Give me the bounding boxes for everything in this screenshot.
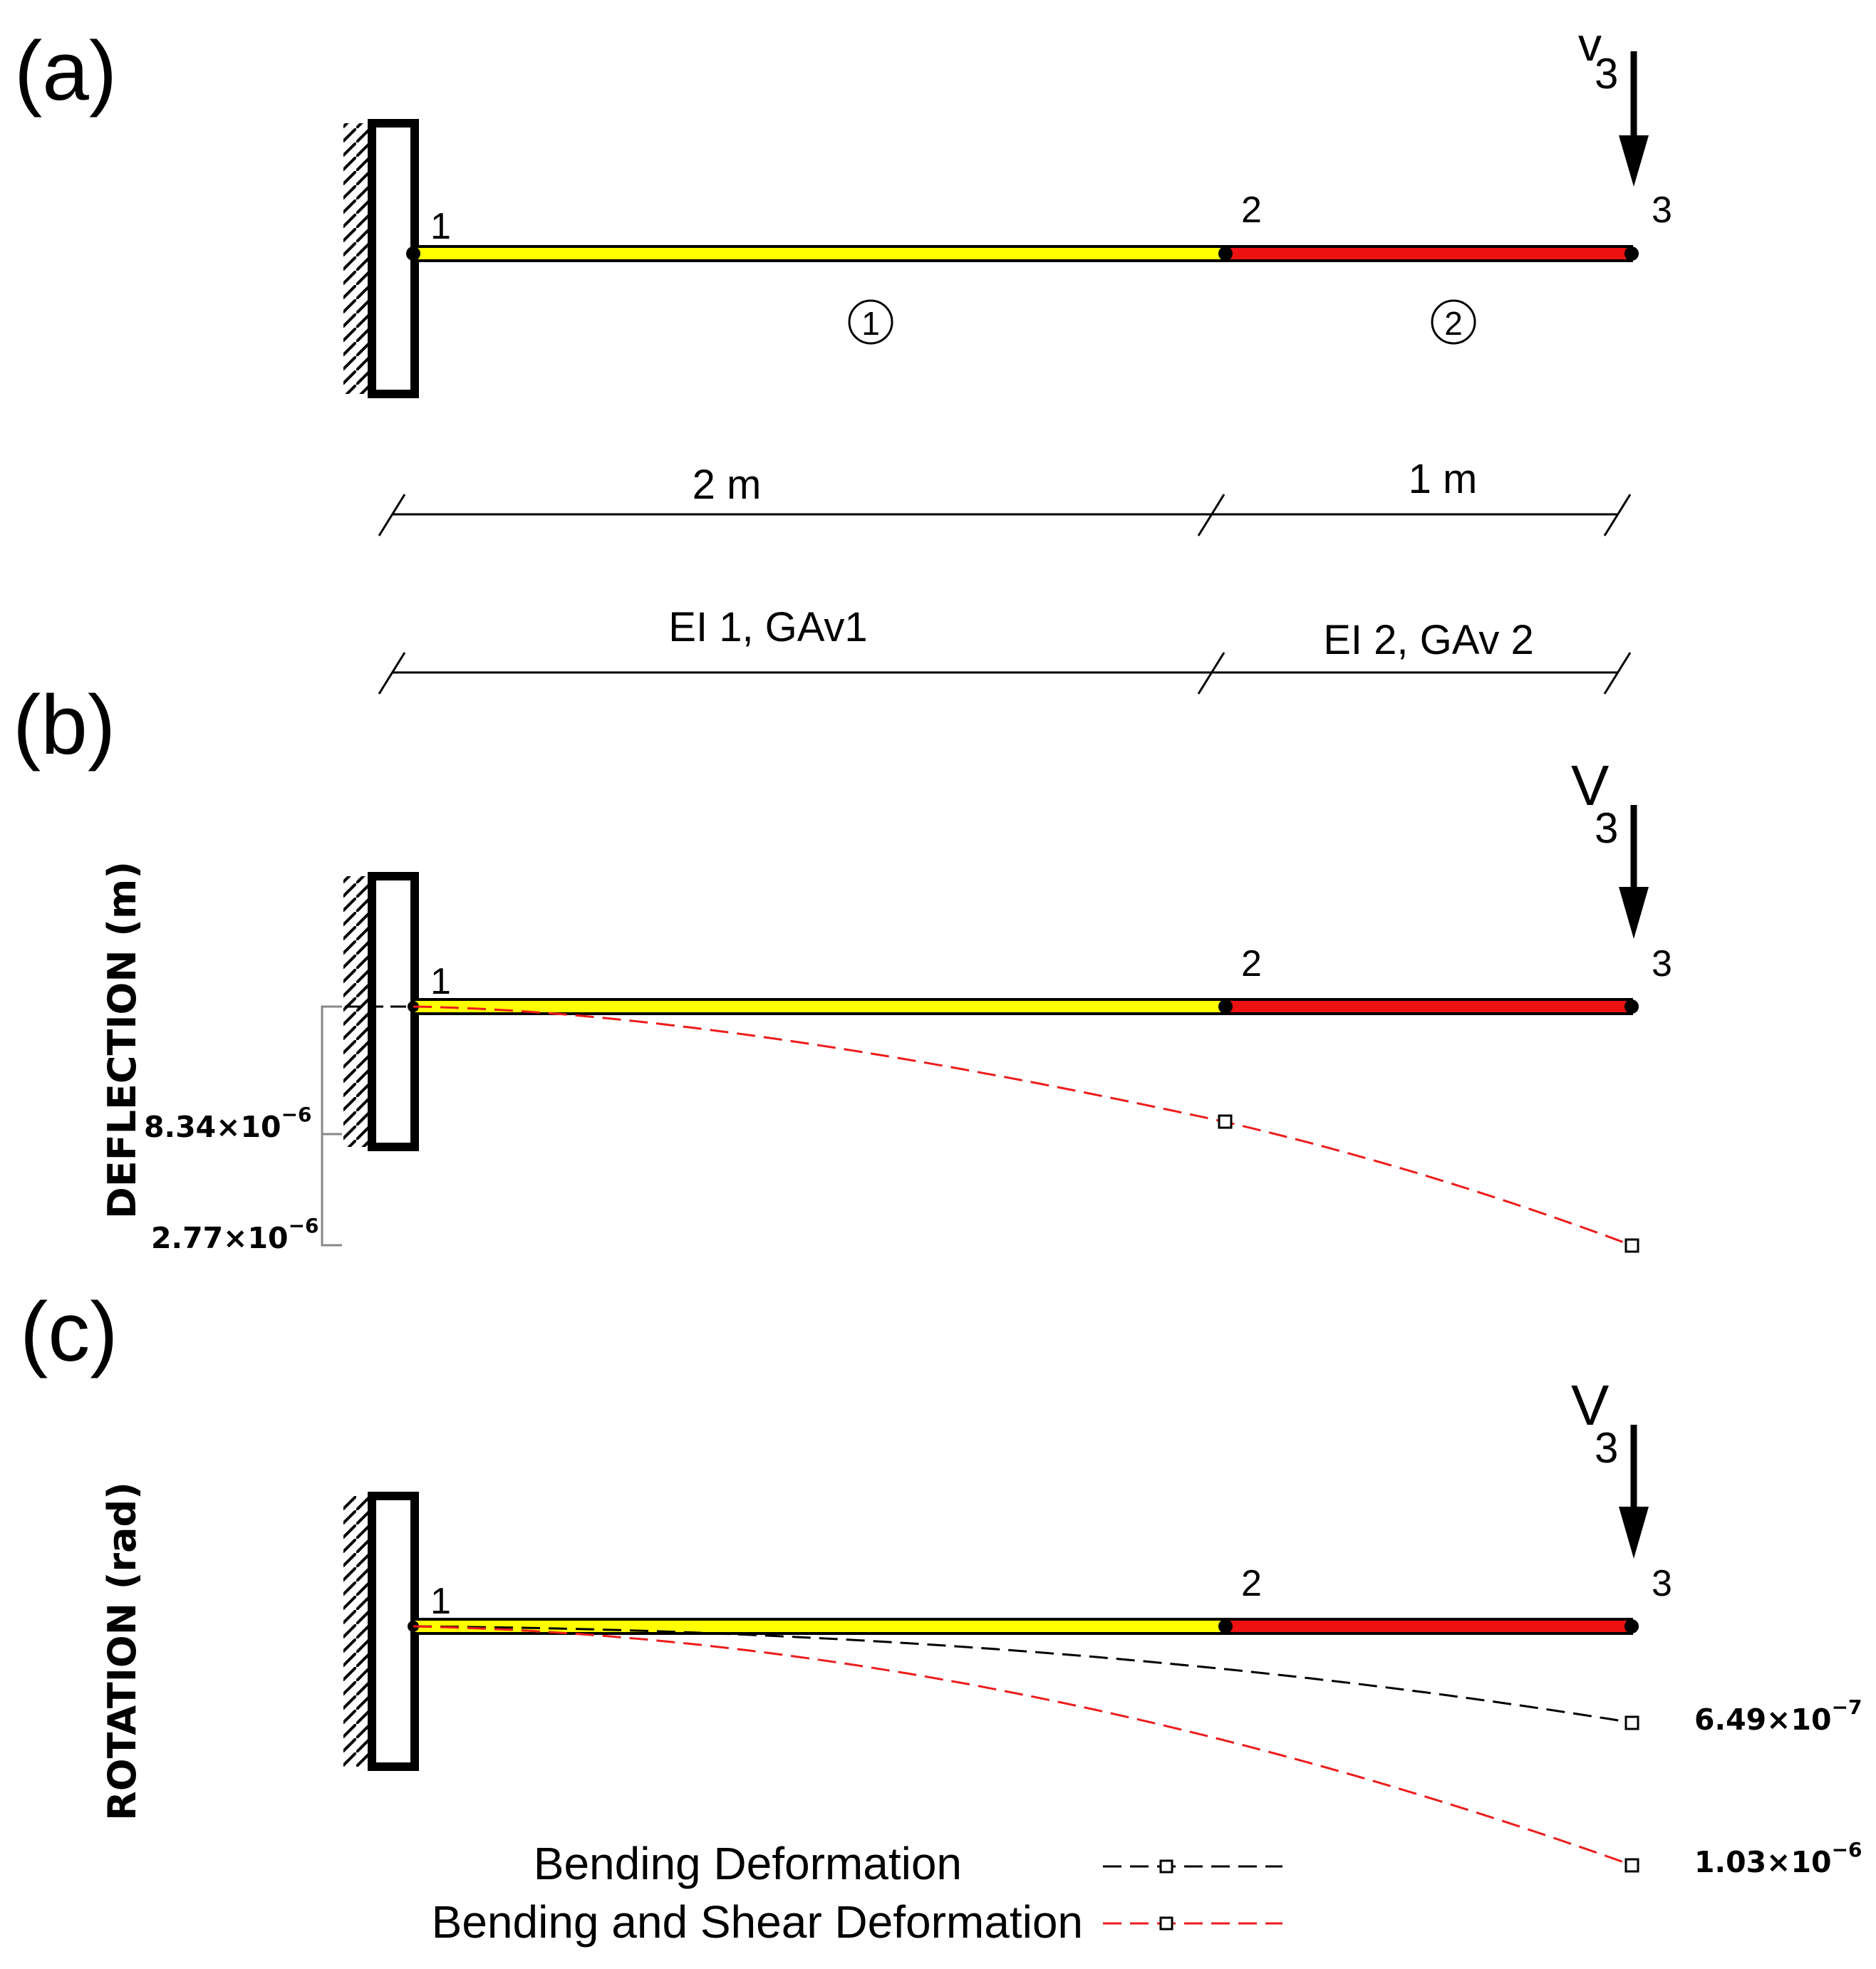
- node-3-label: 3: [1652, 1563, 1672, 1604]
- panel-a: (a) 1 2 3 1 2 v 3: [14, 18, 1672, 695]
- rotation-annotation-1: 6.49×10−7: [1694, 1695, 1862, 1737]
- load-symbol: V: [1571, 1373, 1610, 1437]
- element-2-beam: [1224, 245, 1633, 262]
- rotation-annotation-2: 1.03×10−6: [1694, 1838, 1862, 1879]
- marker-node-3: [1624, 1238, 1639, 1253]
- element-2-number: 2: [1444, 305, 1463, 342]
- fixed-support: [343, 119, 419, 398]
- legend-label-shear: Bending and Shear Deformation: [432, 1896, 1083, 1948]
- span-dimension-line: [378, 494, 1632, 536]
- load-symbol: V: [1571, 754, 1610, 817]
- node-1-label: 1: [430, 1581, 451, 1622]
- property-dimension-line: [378, 652, 1632, 695]
- panel-c-label: (c): [20, 1285, 118, 1379]
- element-2-beam: [1224, 1618, 1633, 1635]
- marker-shear-node-3: [1624, 1858, 1639, 1873]
- fixed-support: [343, 872, 419, 1151]
- span-1-label: 2 m: [693, 462, 762, 508]
- panel-a-label: (a): [14, 24, 117, 118]
- span-2-label: 1 m: [1409, 456, 1478, 502]
- deflection-annotation-1: 8.34×10−6: [144, 1103, 312, 1144]
- element-1-marker: [848, 299, 893, 345]
- legend-marker-bending: [1159, 1859, 1173, 1874]
- rotation-axis-label: ROTATION (rad): [100, 1482, 145, 1821]
- load-subscript: 3: [1595, 1424, 1618, 1472]
- shear-deflection-curve: [413, 1005, 1632, 1247]
- fixed-support: [343, 1492, 419, 1771]
- node-2-label: 2: [1241, 943, 1262, 984]
- legend-marker-shear: [1159, 1916, 1173, 1931]
- deflection-annotation-2: 2.77×10−6: [151, 1214, 319, 1255]
- legend-label-bending: Bending Deformation: [534, 1838, 962, 1889]
- element-2-beam: [1224, 998, 1633, 1015]
- marker-node-2: [1218, 1114, 1233, 1129]
- node-2-label: 2: [1241, 1563, 1262, 1604]
- property-2-label: EI 2, GAv 2: [1323, 617, 1534, 663]
- node-1-label: 1: [430, 206, 451, 247]
- bending-rotation-curve: [413, 1625, 1632, 1724]
- wall-plate: [368, 1492, 419, 1771]
- node-3-label: 3: [1652, 189, 1672, 231]
- node-2-label: 2: [1241, 189, 1262, 231]
- load-subscript: 3: [1595, 804, 1618, 852]
- shear-rotation-curve: [413, 1625, 1632, 1866]
- load-arrow: [1619, 1425, 1649, 1559]
- node-3-dot: [1624, 1619, 1639, 1633]
- legend: Bending Deformation Bending and Shear De…: [432, 1838, 1282, 1948]
- node-2-dot: [1218, 999, 1233, 1014]
- node-3-label: 3: [1652, 943, 1672, 984]
- element-2-marker: [1431, 299, 1476, 345]
- load-subscript: 3: [1595, 50, 1618, 98]
- marker-bending-node-3: [1624, 1715, 1639, 1730]
- node-1-dot: [406, 246, 420, 261]
- panel-b-label: (b): [13, 678, 115, 772]
- property-1-label: EI 1, GAv1: [668, 604, 867, 650]
- element-1-beam: [412, 245, 1227, 262]
- panel-c: (c) ROTATION (rad) 1 2 3 V 3 6.49×10−7 1…: [20, 1285, 1862, 1879]
- wall-plate: [368, 872, 419, 1151]
- node-2-dot: [1218, 1619, 1233, 1633]
- element-1-number: 1: [861, 305, 880, 342]
- node-1-label: 1: [430, 961, 451, 1002]
- load-arrow: [1619, 805, 1649, 939]
- load-symbol: v: [1578, 18, 1602, 71]
- node-3-dot: [1624, 999, 1639, 1014]
- node-3-dot: [1624, 246, 1639, 261]
- deflection-axis-label: DEFLECTION (m): [100, 861, 145, 1219]
- deflection-bracket: [321, 1005, 342, 1247]
- load-arrow: [1619, 51, 1649, 187]
- panel-b: (b) DEFLECTION (m) 1 2 3 V 3: [13, 678, 1672, 1255]
- node-2-dot: [1218, 246, 1233, 261]
